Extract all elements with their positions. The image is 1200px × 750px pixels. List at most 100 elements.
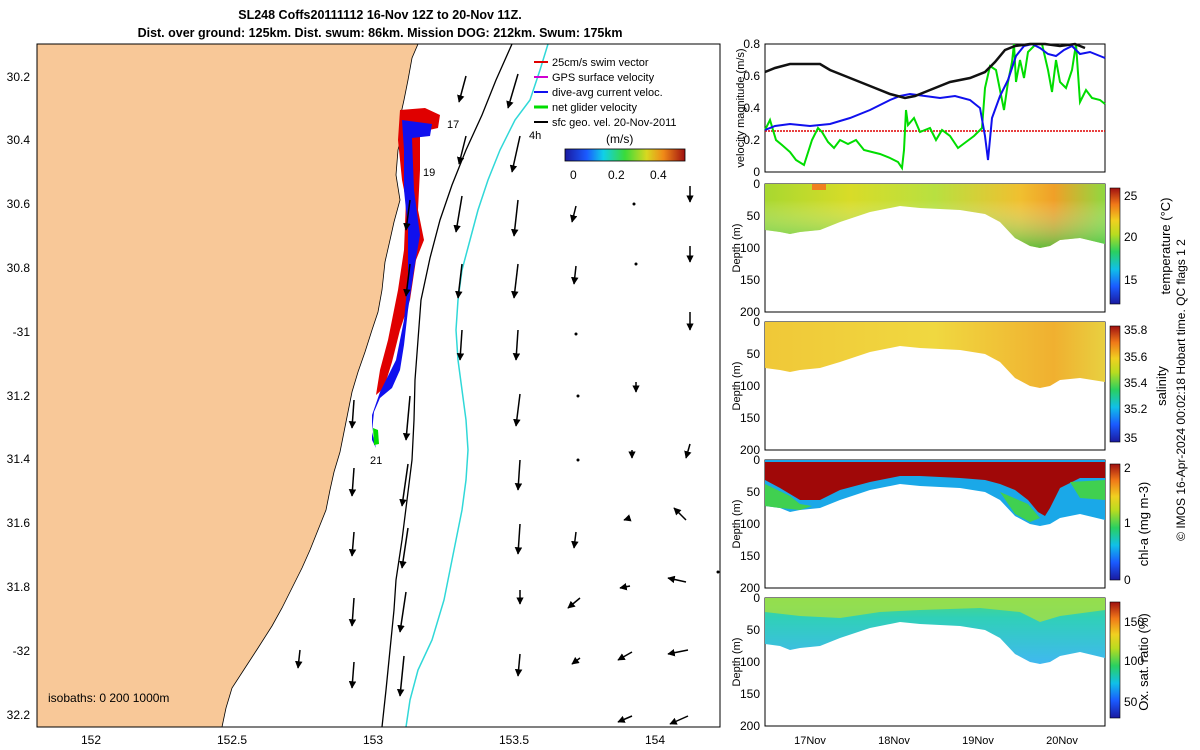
vel-tick: 0.6 [743,69,760,83]
salinity-cb-label: salinity [1154,366,1169,406]
lon-tick: 152 [81,733,101,747]
velocity-panel: 0 0.2 0.4 0.6 0.8 velocity magnitude (m/… [735,37,1106,179]
velocity-ylabel: velocity magnitude (m/s) [735,48,747,167]
depth-tick: 150 [740,273,760,287]
small-vector-dots [574,202,720,574]
chlorophyll-panel: 2 1 0 chl-a (mg m-3) Depth (m) 0 50 100 … [731,453,1151,595]
depth-tick: 0 [753,591,760,605]
dive-avg-speed-line [764,42,1106,161]
vel-tick: 0.2 [743,133,760,147]
depth-tick: 200 [740,305,760,319]
salinity-colorbar [1109,325,1121,443]
vel-tick: 0 [753,165,760,179]
temperature-cb-label: temperature (°C) [1158,198,1173,295]
sal-cb-tick: 35.2 [1124,402,1148,416]
sal-cb-tick: 35 [1124,431,1138,445]
depth-tick: 50 [747,485,761,499]
sal-cb-tick: 35.6 [1124,350,1148,364]
speed-tick-04: 0.4 [650,168,667,182]
isobaths-note: isobaths: 0 200 1000m [48,691,169,705]
day-label-17: 17 [447,119,459,131]
lat-tick: 31.6 [7,516,31,530]
lat-tick: 31.2 [7,389,31,403]
depth-tick: 100 [740,655,760,669]
depth-tick: 50 [747,623,761,637]
map-frame [36,43,721,728]
chl-cb-tick: 0 [1124,573,1131,587]
depth-tick: 200 [740,581,760,595]
depth-tick: 150 [740,549,760,563]
depth-tick: 150 [740,687,760,701]
temperature-depth-shading [765,200,1105,248]
figure-title: SL248 Coffs20111112 16-Nov 12Z to 20-Nov… [0,6,760,42]
legend-swim-vector: 25cm/s swim vector [552,57,649,69]
lat-tick: 30.4 [7,133,31,147]
temperature-panel: 25 20 15 temperature (°C) Depth (m) 0 50… [731,177,1173,319]
temp-cb-tick: 20 [1124,230,1138,244]
lat-tick: 30.2 [7,70,31,84]
day-label-19: 19 [423,167,435,179]
gps-speed-line [764,42,1086,100]
legend-gps-velocity: GPS surface velocity [552,72,655,84]
oxygen-ylabel: Depth (m) [731,638,743,687]
lon-axis: 152 152.5 153 153.5 154 [81,733,665,747]
chlorophyll-colorbar [1109,463,1121,581]
ox-cb-tick: 150 [1124,615,1144,629]
temp-cb-tick: 25 [1124,189,1138,203]
speed-tick-0: 0 [570,168,577,182]
lat-tick: 30.8 [7,261,31,275]
depth-tick: 0 [753,453,760,467]
lon-tick: 153.5 [499,733,529,747]
depth-tick: 150 [740,411,760,425]
lon-tick: 152.5 [217,733,247,747]
depth-tick: 200 [740,443,760,457]
legend-geo-vel: sfc geo. vel. 20-Nov-2011 [552,117,677,129]
time-tick: 18Nov [878,735,910,747]
four-hour-label: 4h [529,130,541,142]
sal-cb-tick: 35.8 [1124,323,1148,337]
isobath-1000m [405,44,549,727]
footer-credit: © IMOS 16-Apr-2024 00:02:18 Hobart time.… [1174,239,1188,541]
speed-colorbar [564,148,686,162]
salinity-ylabel: Depth (m) [731,362,743,411]
map-legend: 25cm/s swim vector GPS surface velocity … [534,57,677,129]
chlorophyll-cb-label: chl-a (mg m-3) [1136,482,1151,567]
ox-cb-tick: 100 [1124,654,1144,668]
net-glider-speed-line [764,43,1106,171]
chlorophyll-surface-layer [765,462,1105,516]
time-axis: 17Nov 18Nov 19Nov 20Nov [794,735,1078,747]
lat-tick: 32.2 [7,708,31,722]
depth-tick: 50 [747,347,761,361]
lon-tick: 153 [363,733,383,747]
chlorophyll-ylabel: Depth (m) [731,500,743,549]
temperature-colorbar [1109,187,1121,305]
depth-tick: 0 [753,177,760,191]
legend-dive-avg: dive-avg current veloc. [552,87,663,99]
oxygen-surface-highlight [765,598,1105,622]
lat-tick: 30.6 [7,197,31,211]
depth-tick: 200 [740,719,760,733]
ox-cb-tick: 50 [1124,695,1138,709]
oxygen-panel: 150 100 50 Ox. sat. ratio (%) Depth (m) … [731,591,1151,733]
depth-tick: 50 [747,209,761,223]
legend-net-glider: net glider velocity [552,102,637,114]
chl-cb-tick: 1 [1124,516,1131,530]
oxygen-cb-label: Ox. sat. ratio (%) [1136,613,1151,711]
lat-tick: -32 [13,644,31,658]
speed-tick-02: 0.2 [608,168,625,182]
salinity-panel: 35.8 35.6 35.4 35.2 35 salinity Depth (m… [731,315,1169,457]
time-tick: 20Nov [1046,735,1078,747]
chlorophyll-green-patches [765,480,1105,522]
speed-colorbar-unit: (m/s) [606,132,633,146]
oxygen-colorbar [1109,601,1121,719]
vel-tick: 0.8 [743,37,760,51]
chl-cb-tick: 2 [1124,461,1131,475]
depth-tick: 100 [740,241,760,255]
time-tick: 19Nov [962,735,994,747]
title-line-1: SL248 Coffs20111112 16-Nov 12Z to 20-Nov… [238,8,522,22]
temp-cb-tick: 15 [1124,273,1138,287]
map-panel: 17 19 21 4h [37,44,720,727]
lat-tick: 31.8 [7,580,31,594]
lat-tick: -31 [13,325,31,339]
